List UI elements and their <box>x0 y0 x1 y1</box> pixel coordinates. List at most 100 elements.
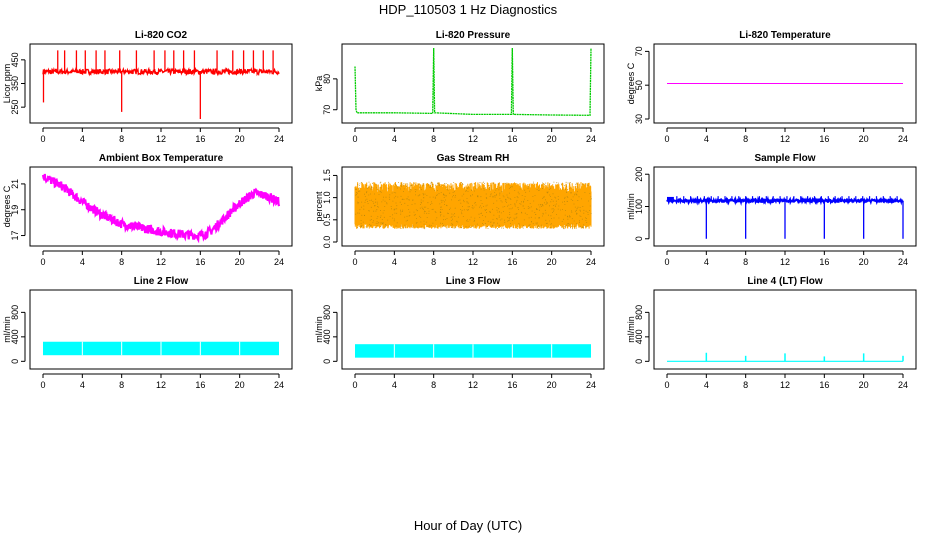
plot-frame <box>653 166 917 247</box>
x-tick-label: 4 <box>704 380 709 390</box>
x-tick-label: 24 <box>586 380 596 390</box>
x-tick-label: 8 <box>119 380 124 390</box>
x-tick-label: 24 <box>898 257 908 267</box>
x-tick-label: 4 <box>80 380 85 390</box>
series-line <box>42 66 280 77</box>
panel-3: Ambient Box Temperature degrees C 0 4 8 12 16 2… <box>2 153 293 267</box>
x-tick-label: 4 <box>392 134 397 144</box>
y-tick-label: 1.5 <box>322 169 332 182</box>
panel-1: Li-820 Pressure kPa 0 4 8 12 16 20 24 70 80 <box>314 30 605 144</box>
y-axis-label: ml/min <box>626 193 636 220</box>
x-tick-label: 0 <box>352 257 357 267</box>
y-tick-label: 800 <box>10 305 20 320</box>
panel-4: Gas Stream RH percent 0 4 8 12 16 20 24 0.0 0.5 1.0… <box>314 153 605 267</box>
x-tick-label: 12 <box>468 257 478 267</box>
x-tick-label: 16 <box>195 380 205 390</box>
x-tick-label: 12 <box>156 380 166 390</box>
x-tick-label: 0 <box>352 134 357 144</box>
x-tick-label: 16 <box>195 257 205 267</box>
y-axis-label: kPa <box>314 76 324 92</box>
x-tick-label: 12 <box>156 257 166 267</box>
x-tick-label: 12 <box>468 134 478 144</box>
y-tick-label: 400 <box>634 329 644 344</box>
series-dots <box>355 181 592 230</box>
x-tick-label: 16 <box>819 257 829 267</box>
plot-frame <box>653 289 917 370</box>
y-tick-label: 19 <box>10 205 20 215</box>
y-tick-label: 50 <box>634 80 644 90</box>
x-tick-label: 16 <box>195 134 205 144</box>
y-tick-label: 350 <box>10 76 20 91</box>
y-tick-label: 0 <box>322 359 332 364</box>
y-axis-label: ml/min <box>626 316 636 343</box>
x-tick-label: 12 <box>780 380 790 390</box>
x-tick-label: 4 <box>80 134 85 144</box>
x-tick-label: 0 <box>664 380 669 390</box>
panel-title: Li-820 CO2 <box>135 30 188 41</box>
x-tick-label: 8 <box>743 134 748 144</box>
y-axis-label: degrees C <box>2 185 12 227</box>
x-tick-label: 20 <box>547 134 557 144</box>
x-tick-label: 24 <box>274 380 284 390</box>
y-axis-label: ml/min <box>314 316 324 343</box>
y-axis-label: Licor ppm <box>2 64 12 104</box>
panel-8: Line 4 (LT) Flow ml/min 0 4 8 12 16 20 24 0 400 800 <box>626 276 917 390</box>
y-tick-label: 450 <box>10 52 20 67</box>
y-tick-label: 0 <box>634 359 644 364</box>
y-tick-label: 0.0 <box>322 236 332 249</box>
x-tick-label: 12 <box>780 257 790 267</box>
x-tick-label: 4 <box>392 257 397 267</box>
x-tick-label: 20 <box>859 257 869 267</box>
y-tick-label: 30 <box>634 114 644 124</box>
plot-frame <box>341 289 605 370</box>
y-tick-label: 0 <box>634 236 644 241</box>
y-tick-label: 17 <box>10 231 20 241</box>
x-tick-label: 0 <box>664 257 669 267</box>
x-tick-label: 24 <box>274 134 284 144</box>
y-tick-label: 80 <box>322 74 332 84</box>
y-tick-label: 0 <box>10 359 20 364</box>
y-tick-label: 400 <box>322 329 332 344</box>
x-tick-label: 20 <box>859 134 869 144</box>
x-tick-label: 16 <box>507 380 517 390</box>
y-tick-label: 800 <box>634 305 644 320</box>
panel-title: Line 3 Flow <box>446 276 501 287</box>
x-axis-label: Hour of Day (UTC) <box>413 518 523 533</box>
x-tick-label: 8 <box>119 134 124 144</box>
panel-title: Line 2 Flow <box>134 276 189 287</box>
x-tick-label: 0 <box>352 380 357 390</box>
x-tick-label: 24 <box>898 380 908 390</box>
page-title: HDP_110503 1 Hz Diagnostics <box>378 2 558 17</box>
x-tick-label: 20 <box>235 257 245 267</box>
x-tick-label: 4 <box>80 257 85 267</box>
x-tick-label: 16 <box>507 257 517 267</box>
plot-frame <box>653 43 917 124</box>
x-tick-label: 8 <box>119 257 124 267</box>
x-tick-label: 8 <box>431 134 436 144</box>
panel-title: Li-820 Temperature <box>739 30 831 41</box>
x-tick-label: 16 <box>507 134 517 144</box>
y-tick-label: 21 <box>10 179 20 189</box>
panel-title: Ambient Box Temperature <box>99 153 224 164</box>
x-tick-label: 8 <box>431 380 436 390</box>
panel-title: Li-820 Pressure <box>436 30 511 41</box>
plot-frame <box>29 43 293 124</box>
series-line <box>41 173 281 244</box>
panel-0: Li-820 CO2 Licor ppm 0 4 8 12 16 20 24 250 350 450 <box>2 30 293 144</box>
x-tick-label: 0 <box>40 134 45 144</box>
y-tick-label: 250 <box>10 100 20 115</box>
x-tick-label: 24 <box>586 257 596 267</box>
x-tick-label: 20 <box>235 380 245 390</box>
y-axis-label: degrees C <box>626 62 636 104</box>
x-tick-label: 24 <box>274 257 284 267</box>
y-tick-label: 1.0 <box>322 191 332 204</box>
y-tick-label: 70 <box>322 105 332 115</box>
panel-title: Gas Stream RH <box>437 153 510 164</box>
x-tick-label: 20 <box>547 257 557 267</box>
x-tick-label: 12 <box>780 134 790 144</box>
y-tick-label: 0.5 <box>322 214 332 227</box>
x-tick-label: 16 <box>819 134 829 144</box>
x-tick-label: 12 <box>468 380 478 390</box>
panel-2: Li-820 Temperature degrees C 0 4 8 12 16 20 24 30… <box>626 30 917 144</box>
